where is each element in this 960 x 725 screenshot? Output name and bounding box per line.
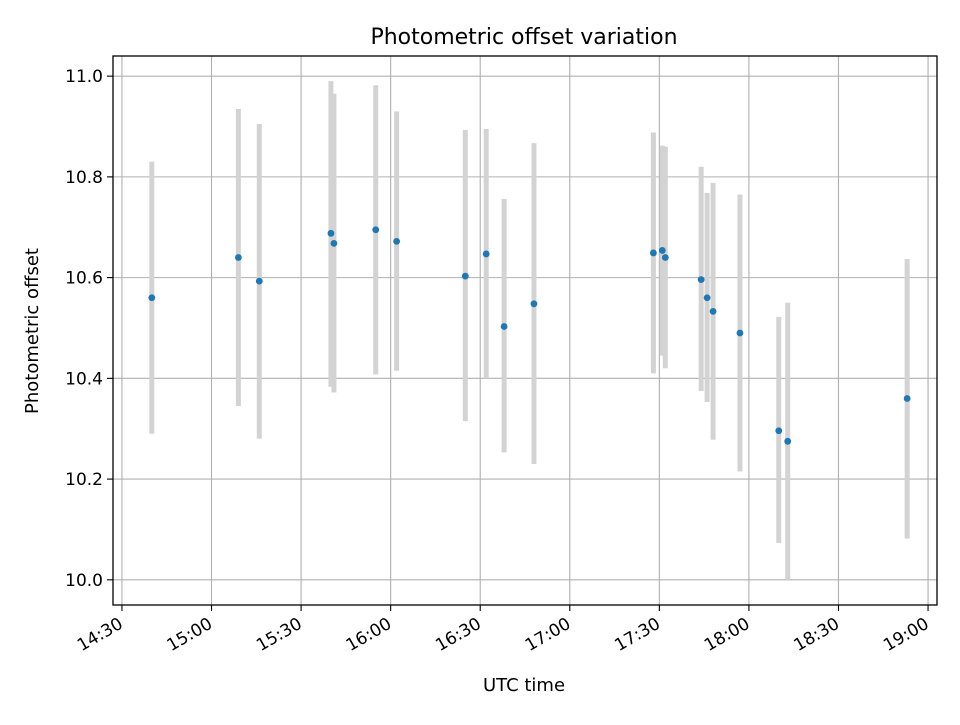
data-point-15 [703,294,711,302]
x-tick-label: 18:30 [791,614,843,656]
x-tick-label: 15:30 [253,614,305,656]
y-tick-label: 10.4 [65,369,103,389]
y-tick-label: 10.2 [65,470,103,490]
point-layer [148,226,911,445]
tick-layer: 14:30 15:00 15:30 16:00 16:30 17:00 17:30 18:00… [65,67,932,656]
data-point-10 [530,300,538,308]
data-point-14 [697,276,705,284]
data-point-0 [148,294,156,302]
data-point-17 [736,329,744,337]
y-tick-label: 10.8 [65,168,103,188]
data-point-12 [658,247,666,254]
data-point-11 [649,249,657,257]
x-tick-label: 16:30 [432,614,484,656]
x-tick-label: 14:30 [74,614,126,656]
data-point-3 [327,229,335,237]
data-point-20 [903,395,911,402]
x-tick-label: 18:00 [701,614,753,656]
y-tick-label: 10.0 [65,571,103,591]
data-point-19 [784,437,792,445]
data-point-9 [500,323,508,330]
data-point-13 [661,254,669,261]
data-point-5 [372,226,380,234]
grid-layer [113,56,937,605]
x-tick-label: 16:00 [343,614,395,656]
plot-frame [112,55,938,606]
chart-title: Photometric offset variation [370,25,677,50]
data-point-4 [330,239,338,247]
data-point-7 [461,272,469,280]
x-tick-label: 17:00 [522,614,574,656]
data-point-1 [234,254,242,261]
data-point-6 [393,237,401,245]
y-tick-label: 11.0 [65,67,103,87]
y-axis-label: Photometric offset [22,248,43,414]
data-point-2 [255,277,263,285]
data-point-8 [482,250,490,258]
x-tick-label: 17:30 [611,614,663,656]
data-point-16 [709,307,717,315]
x-tick-label: 15:00 [164,614,216,656]
y-tick-label: 10.6 [65,269,103,289]
errorbar-layer [149,81,910,580]
data-point-18 [775,427,783,435]
x-tick-label: 19:00 [880,614,932,656]
x-axis-label: UTC time [483,675,565,696]
